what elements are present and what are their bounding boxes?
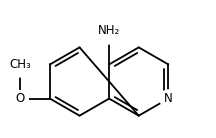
Text: N: N	[164, 92, 173, 105]
Circle shape	[95, 17, 123, 44]
Text: CH₃: CH₃	[10, 58, 31, 71]
Text: NH₂: NH₂	[98, 24, 120, 37]
Circle shape	[160, 90, 177, 107]
Text: O: O	[16, 92, 25, 105]
Circle shape	[8, 52, 33, 77]
Circle shape	[12, 91, 28, 107]
